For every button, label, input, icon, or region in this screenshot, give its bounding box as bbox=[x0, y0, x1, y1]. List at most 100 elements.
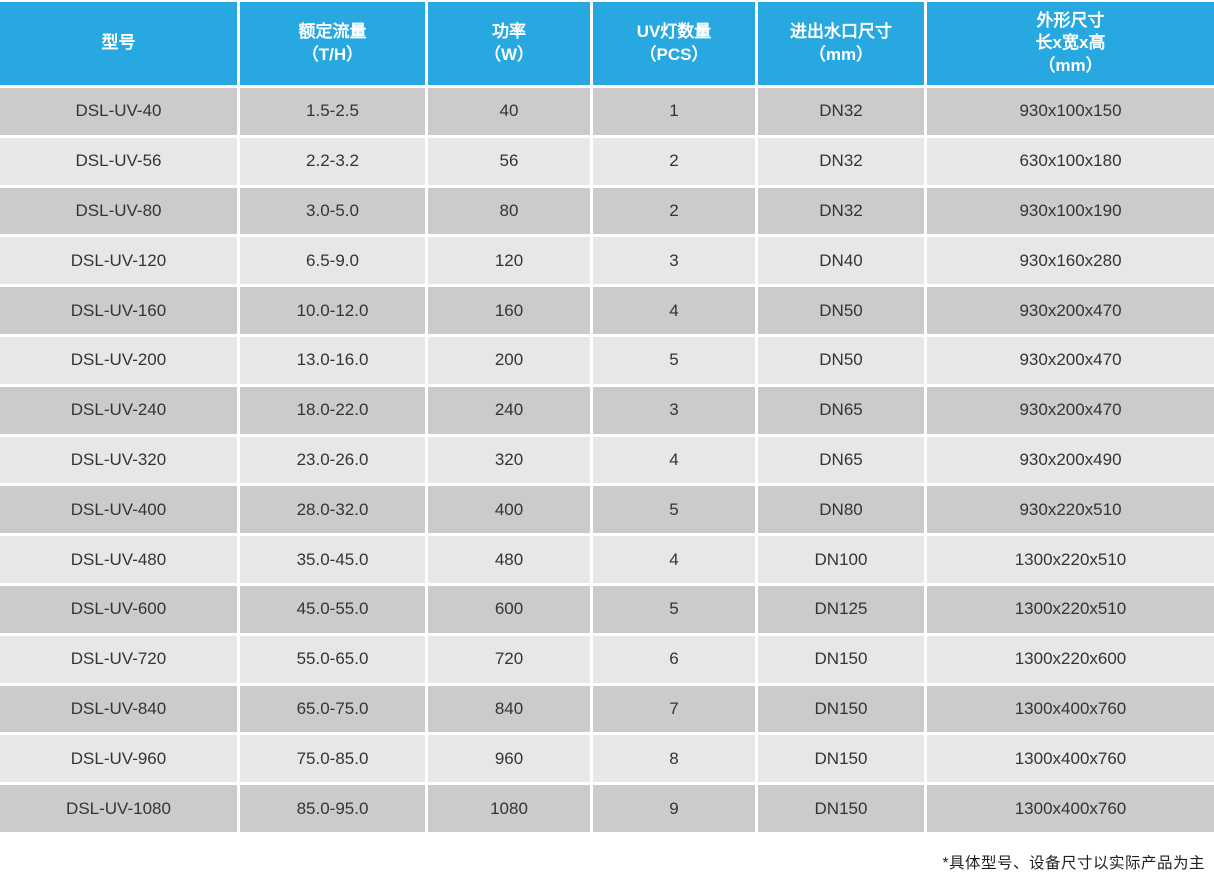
column-header-label: UV灯数量 bbox=[636, 22, 712, 42]
table-cell: 1300x220x510 bbox=[927, 585, 1214, 633]
table-cell: DN80 bbox=[758, 486, 924, 534]
column-header-label: 外形尺寸 bbox=[1036, 10, 1105, 30]
table-cell: 6 bbox=[593, 635, 755, 683]
table-cell: DN50 bbox=[758, 336, 924, 384]
table-cell: DN150 bbox=[758, 635, 924, 683]
column-header-unit: （W） bbox=[483, 44, 535, 64]
table-cell: 2 bbox=[593, 137, 755, 185]
table-cell: 13.0-16.0 bbox=[240, 336, 425, 384]
table-cell: DSL-UV-400 bbox=[0, 486, 237, 534]
table-cell: 1 bbox=[593, 88, 755, 135]
table-cell: 5 bbox=[593, 585, 755, 633]
table-cell: 3 bbox=[593, 386, 755, 434]
table-cell: DN125 bbox=[758, 585, 924, 633]
table-cell: 28.0-32.0 bbox=[240, 486, 425, 534]
table-cell: 120 bbox=[428, 237, 590, 285]
column-header-label2: 长x宽x高 bbox=[1035, 33, 1106, 53]
column-header-dimensions: 外形尺寸 长x宽x高 （mm） bbox=[927, 2, 1214, 85]
table-cell: 6.5-9.0 bbox=[240, 237, 425, 285]
table-cell: DSL-UV-200 bbox=[0, 336, 237, 384]
table-cell: 720 bbox=[428, 635, 590, 683]
table-cell: 85.0-95.0 bbox=[240, 785, 425, 832]
table-cell: 240 bbox=[428, 386, 590, 434]
table-cell: 45.0-55.0 bbox=[240, 585, 425, 633]
table-cell: 2 bbox=[593, 187, 755, 235]
table-cell: 600 bbox=[428, 585, 590, 633]
table-cell: DN150 bbox=[758, 685, 924, 733]
column-header-model: 型号 bbox=[0, 2, 237, 85]
table-cell: DSL-UV-56 bbox=[0, 137, 237, 185]
column-header-flow: 额定流量 （T/H） bbox=[240, 2, 425, 85]
table-cell: 56 bbox=[428, 137, 590, 185]
table-cell: 2.2-3.2 bbox=[240, 137, 425, 185]
column-header-unit: （mm） bbox=[808, 44, 874, 64]
table-cell: 930x200x470 bbox=[927, 336, 1214, 384]
table-cell: 1300x220x600 bbox=[927, 635, 1214, 683]
table-cell: 65.0-75.0 bbox=[240, 685, 425, 733]
table-cell: 320 bbox=[428, 436, 590, 484]
column-header-unit: （T/H） bbox=[301, 44, 364, 64]
footnote: *具体型号、设备尺寸以实际产品为主 bbox=[942, 855, 1205, 872]
column-header-label: 功率 bbox=[492, 22, 526, 42]
table-cell: DSL-UV-160 bbox=[0, 287, 237, 334]
table-cell: 930x160x280 bbox=[927, 237, 1214, 285]
table-cell: 4 bbox=[593, 536, 755, 583]
table-cell: 840 bbox=[428, 685, 590, 733]
table-cell: 1300x400x760 bbox=[927, 735, 1214, 783]
table-cell: 960 bbox=[428, 735, 590, 783]
table-cell: 80 bbox=[428, 187, 590, 235]
spec-table: 型号 额定流量 （T/H） 功率 （W） UV灯数量 （PCS） 进出水口尺寸 … bbox=[0, 2, 1214, 832]
table-cell: 8 bbox=[593, 735, 755, 783]
table-cell: DN65 bbox=[758, 436, 924, 484]
table-cell: 160 bbox=[428, 287, 590, 334]
table-cell: DN32 bbox=[758, 137, 924, 185]
table-cell: 480 bbox=[428, 536, 590, 583]
table-cell: DN65 bbox=[758, 386, 924, 434]
table-cell: 4 bbox=[593, 287, 755, 334]
table-cell: 3 bbox=[593, 237, 755, 285]
column-header-label: 额定流量 bbox=[298, 22, 367, 42]
table-cell: 1300x400x760 bbox=[927, 785, 1214, 832]
table-cell: DN150 bbox=[758, 735, 924, 783]
table-cell: DSL-UV-40 bbox=[0, 88, 237, 135]
table-cell: 10.0-12.0 bbox=[240, 287, 425, 334]
column-header-unit: （PCS） bbox=[639, 44, 709, 64]
table-cell: 23.0-26.0 bbox=[240, 436, 425, 484]
table-cell: DSL-UV-960 bbox=[0, 735, 237, 783]
table-cell: 1300x220x510 bbox=[927, 536, 1214, 583]
column-header-port: 进出水口尺寸 （mm） bbox=[758, 2, 924, 85]
table-cell: DSL-UV-1080 bbox=[0, 785, 237, 832]
table-cell: 930x100x150 bbox=[927, 88, 1214, 135]
table-cell: DSL-UV-840 bbox=[0, 685, 237, 733]
table-cell: DN32 bbox=[758, 88, 924, 135]
table-cell: 400 bbox=[428, 486, 590, 534]
table-cell: 75.0-85.0 bbox=[240, 735, 425, 783]
table-cell: 930x200x490 bbox=[927, 436, 1214, 484]
table-cell: 7 bbox=[593, 685, 755, 733]
table-cell: DSL-UV-120 bbox=[0, 237, 237, 285]
table-cell: 18.0-22.0 bbox=[240, 386, 425, 434]
table-cell: 1.5-2.5 bbox=[240, 88, 425, 135]
table-cell: 4 bbox=[593, 436, 755, 484]
table-cell: DN100 bbox=[758, 536, 924, 583]
table-cell: 5 bbox=[593, 486, 755, 534]
table-cell: DN32 bbox=[758, 187, 924, 235]
column-header-power: 功率 （W） bbox=[428, 2, 590, 85]
table-cell: 200 bbox=[428, 336, 590, 384]
table-cell: 3.0-5.0 bbox=[240, 187, 425, 235]
table-cell: DN40 bbox=[758, 237, 924, 285]
table-cell: DSL-UV-720 bbox=[0, 635, 237, 683]
table-cell: DN50 bbox=[758, 287, 924, 334]
table-cell: 930x200x470 bbox=[927, 287, 1214, 334]
column-header-label: 型号 bbox=[101, 33, 136, 53]
column-header-label: 进出水口尺寸 bbox=[790, 22, 892, 42]
column-header-lamps: UV灯数量 （PCS） bbox=[593, 2, 755, 85]
table-cell: DSL-UV-320 bbox=[0, 436, 237, 484]
table-cell: 5 bbox=[593, 336, 755, 384]
table-cell: 40 bbox=[428, 88, 590, 135]
table-cell: 55.0-65.0 bbox=[240, 635, 425, 683]
table-cell: DSL-UV-80 bbox=[0, 187, 237, 235]
table-cell: 1300x400x760 bbox=[927, 685, 1214, 733]
table-cell: DN150 bbox=[758, 785, 924, 832]
table-cell: 9 bbox=[593, 785, 755, 832]
